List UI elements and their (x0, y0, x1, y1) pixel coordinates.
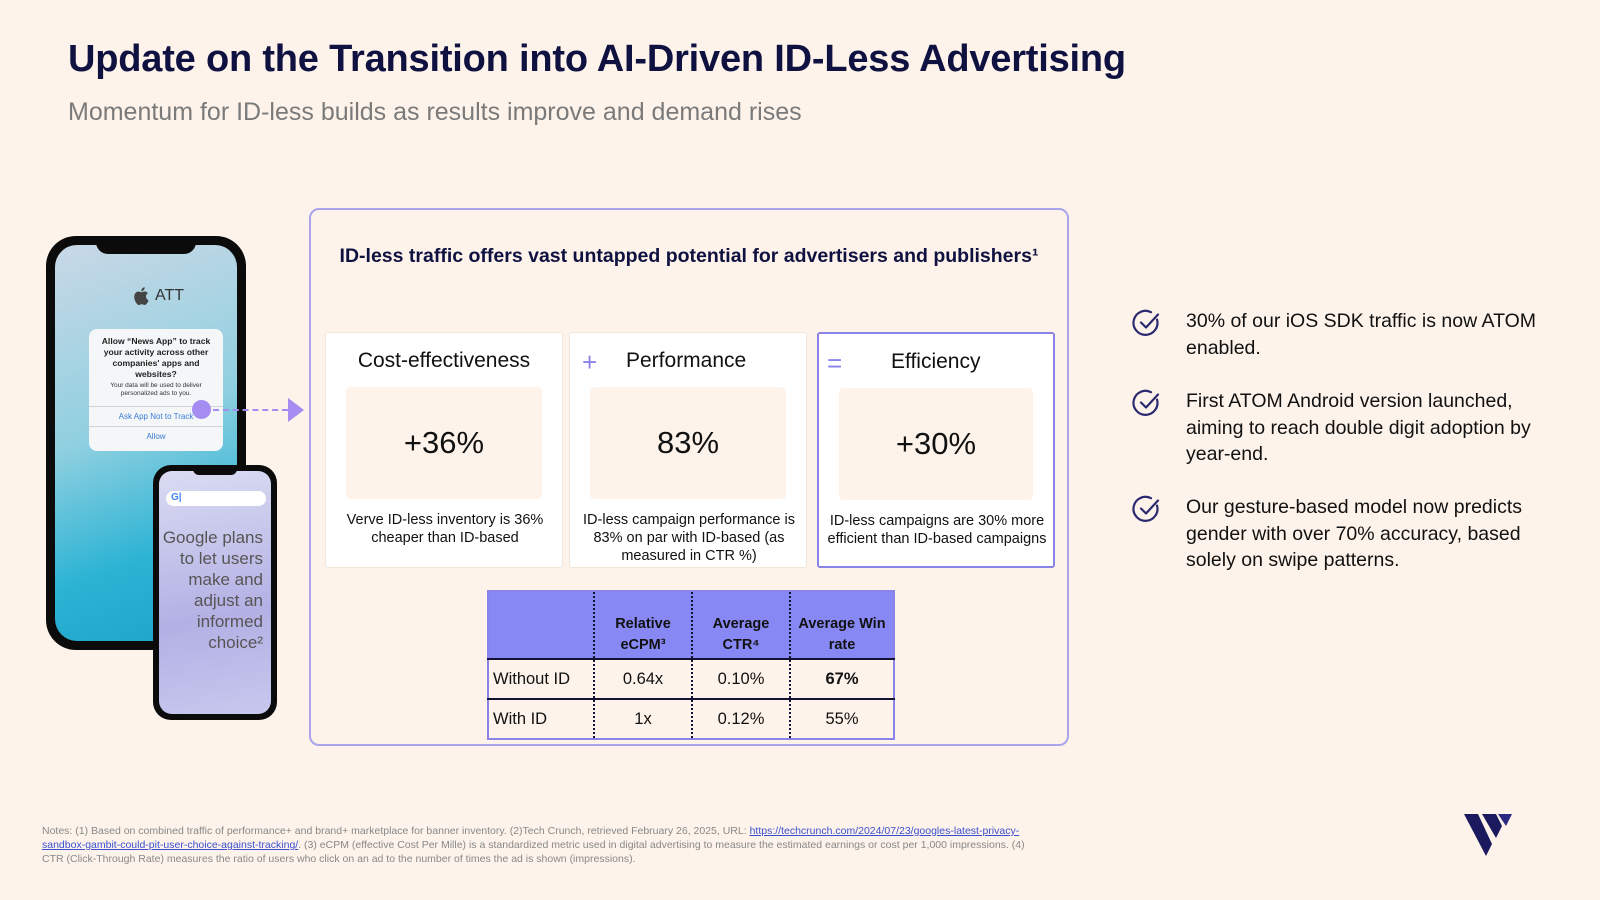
google-phone-illustration: G| Google plans to let users make and ad… (153, 465, 277, 720)
ask-not-to-track-option: Ask App Not to Track (89, 406, 223, 426)
verve-logo-icon (1464, 814, 1512, 856)
table-row: Without ID 0.64x 0.10% 67% (488, 658, 894, 699)
google-choice-text: Google plans to let users make and adjus… (162, 528, 263, 652)
equals-icon: = (827, 348, 843, 378)
performance-card: + Performance 83% ID-less campaign perfo… (569, 332, 807, 568)
check-circle-icon (1132, 495, 1160, 522)
connector-dashed-line (213, 409, 288, 411)
check-circle-icon (1132, 389, 1160, 416)
table-header: Average Win rate (789, 591, 894, 659)
notes-text: . (3) eCPM (effective Cost Per Mille) is… (42, 839, 1025, 865)
dialog-detail: Your data will be used to deliver person… (110, 382, 202, 397)
google-logo-icon: G| (171, 492, 182, 503)
phone-notch (193, 465, 237, 475)
card-value: 83% (656, 425, 720, 460)
bullet-text: 30% of our iOS SDK traffic is now ATOM e… (1186, 310, 1537, 359)
card-value-box: +36% (346, 387, 542, 499)
plus-icon: + (582, 347, 598, 377)
table-header: Average CTR⁴ (691, 591, 790, 659)
table-header-row: Relative eCPM³ Average CTR⁴ Average Win … (488, 591, 894, 659)
google-search-bar: G| (166, 491, 266, 506)
table-header: Relative eCPM³ (593, 591, 692, 659)
connector-dot-icon (192, 400, 211, 419)
card-description: ID-less campaigns are 30% more efficient… (827, 513, 1047, 547)
apple-logo-icon (134, 287, 149, 306)
table-cell: With ID (488, 698, 594, 739)
card-description: Verve ID-less inventory is 36% cheaper t… (346, 512, 544, 546)
card-value-box: 83% (590, 387, 786, 499)
table-row: With ID 1x 0.12% 55% (488, 698, 894, 739)
bullet-text: Our gesture-based model now predicts gen… (1186, 496, 1523, 571)
notes-text: Notes: (1) Based on combined traffic of … (42, 825, 750, 837)
efficiency-card: = Efficiency +30% ID-less campaigns are … (817, 332, 1055, 568)
arrow-right-icon (288, 398, 304, 422)
table-cell: 1x (593, 698, 692, 739)
card-value: +30% (895, 426, 977, 461)
table-cell: 0.12% (691, 698, 790, 739)
page-subtitle: Momentum for ID-less builds as results i… (68, 98, 802, 126)
att-phone-illustration: ATT Allow “News App” to track your activ… (46, 236, 246, 650)
card-heading: Performance (626, 349, 747, 372)
att-label-group: ATT (132, 285, 184, 307)
att-label: ATT (155, 287, 185, 304)
id-comparison-table: Relative eCPM³ Average CTR⁴ Average Win … (487, 590, 895, 740)
card-value: +36% (403, 425, 485, 460)
phone-notch (96, 236, 196, 254)
table-cell: 0.10% (691, 658, 790, 699)
table-cell: Without ID (488, 658, 594, 699)
panel-title: ID-less traffic offers vast untapped pot… (339, 245, 1039, 267)
table-cell: 55% (789, 698, 894, 739)
google-phone-screen: G| Google plans to let users make and ad… (159, 471, 271, 714)
table-cell: 0.64x (593, 658, 692, 699)
bullet-text: First ATOM Android version launched, aim… (1186, 390, 1531, 465)
cost-effectiveness-card: Cost-effectiveness +36% Verve ID-less in… (325, 332, 563, 568)
dialog-question: Allow “News App” to track your activity … (101, 336, 211, 379)
page-title: Update on the Transition into AI-Driven … (68, 38, 1126, 80)
table-cell: 67% (789, 658, 894, 699)
tracking-permission-dialog: Allow “News App” to track your activity … (89, 329, 223, 451)
att-phone-screen: ATT Allow “News App” to track your activ… (55, 245, 237, 641)
table-header (488, 591, 594, 659)
techcrunch-link[interactable]: https://techcrunch.com/2024/07/23/google… (42, 825, 1020, 851)
card-description: ID-less campaign performance is 83% on p… (583, 512, 795, 564)
allow-option: Allow (89, 426, 223, 446)
card-value-box: +30% (839, 388, 1033, 500)
card-heading: Efficiency (891, 350, 981, 373)
footnotes: Notes: (1) Based on combined traffic of … (42, 824, 1042, 866)
check-circle-icon (1132, 309, 1160, 336)
id-less-potential-panel: ID-less traffic offers vast untapped pot… (309, 208, 1069, 746)
card-heading: Cost-effectiveness (357, 349, 531, 372)
